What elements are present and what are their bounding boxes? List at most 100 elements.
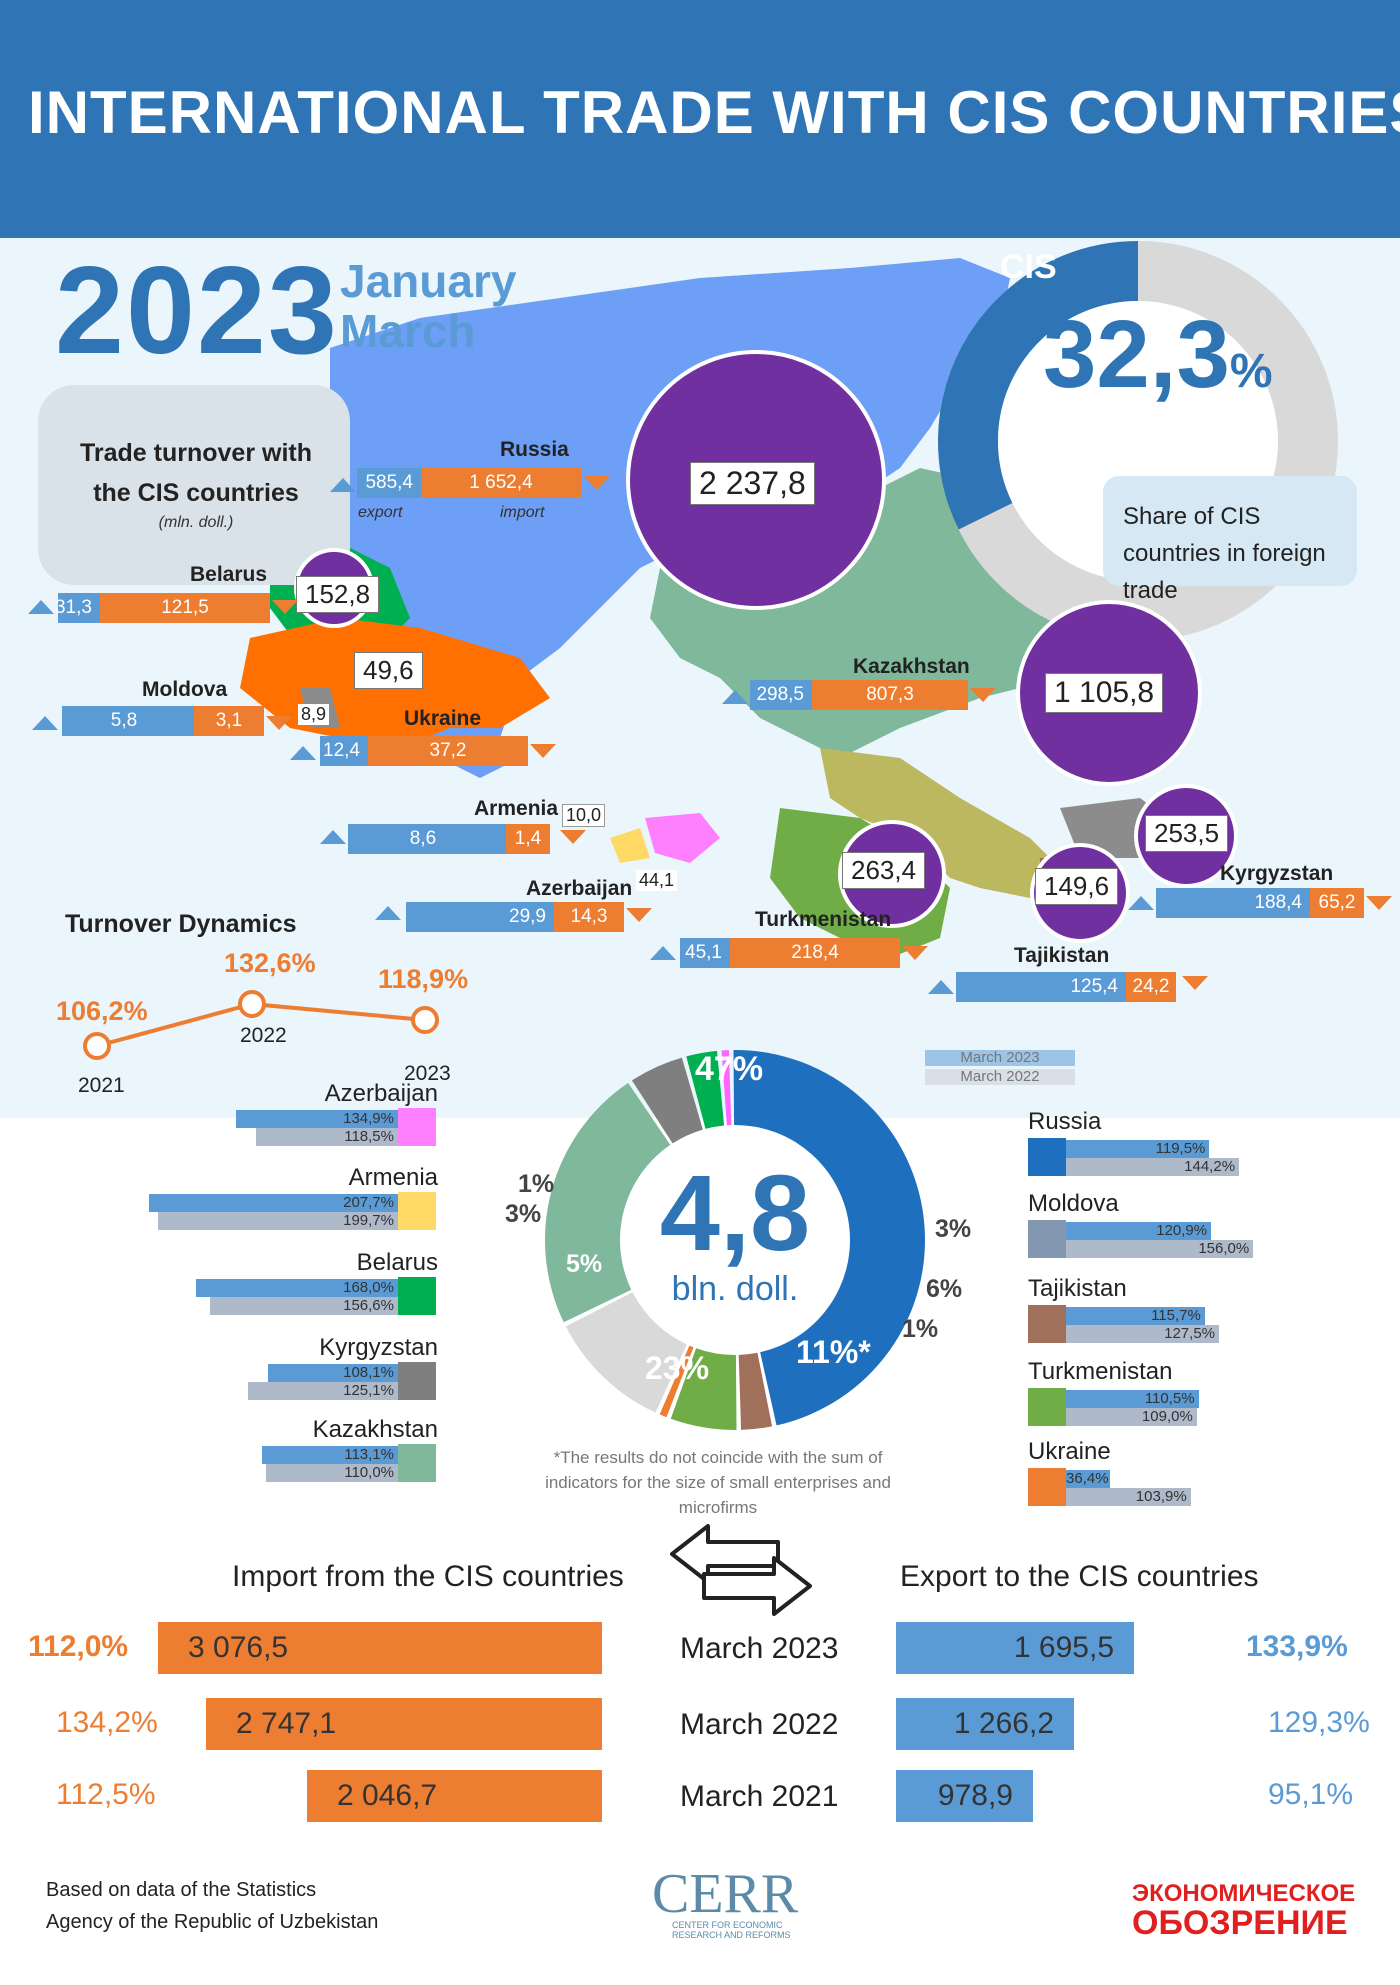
export-bar: 978,9	[896, 1770, 1033, 1822]
donut-segment-label: 1%	[518, 1170, 555, 1198]
exchange-arrows-icon	[670, 1524, 812, 1616]
dynamics-point	[238, 990, 266, 1018]
import-growth: 134,2%	[56, 1706, 158, 1739]
growth-bar-2022: 110,0%	[266, 1464, 398, 1482]
kazakhstan-label: Kazakhstan	[853, 655, 970, 678]
growth-bar-2023: 110,5%	[1066, 1390, 1199, 1408]
growth-swatch	[1028, 1305, 1066, 1343]
belarus-export: 31,3	[55, 593, 100, 623]
tajikistan-label: Tajikistan	[1014, 944, 1110, 967]
ukraine-export: 12,4	[320, 736, 368, 766]
growth-swatch	[1028, 1388, 1066, 1426]
growth-country-label: Ukraine	[1028, 1438, 1111, 1465]
import-arrow-icon	[266, 716, 292, 730]
donut-segment	[670, 1348, 737, 1430]
growth-bar-2022: 156,6%	[210, 1297, 398, 1315]
export-arrow-icon	[928, 980, 954, 994]
import-bar: 3 076,5	[158, 1622, 602, 1674]
export-bar: 1 695,5	[896, 1622, 1134, 1674]
growth-country-label: Russia	[1028, 1108, 1102, 1135]
cerr-logo: CERR	[652, 1863, 799, 1925]
donut-segment-label: 47%	[695, 1050, 764, 1088]
dynamics-title: Turnover Dynamics	[65, 910, 297, 938]
legend-march-2022: March 2022	[925, 1069, 1075, 1085]
import-arrow-icon	[1182, 976, 1208, 990]
kazakhstan-export: 298,5	[750, 680, 812, 710]
donut-segment	[686, 1050, 725, 1129]
donut-segment	[733, 1050, 925, 1426]
dynamics-year-2023: 2023	[404, 1062, 451, 1085]
growth-swatch	[1028, 1468, 1066, 1506]
export-arrow-icon	[722, 690, 748, 704]
donut-segment-label: 6%	[926, 1275, 963, 1303]
period-start: January	[340, 255, 517, 307]
export-growth: 133,9%	[1246, 1630, 1348, 1663]
growth-swatch	[398, 1362, 436, 1400]
kazakhstan-import: 807,3	[812, 680, 968, 710]
turkmenistan-label: Turkmenistan	[755, 908, 892, 931]
azerbaijan-export: 29,9	[406, 902, 554, 932]
growth-country-label: Belarus	[356, 1249, 438, 1276]
growth-bar-2022: 103,9%	[1066, 1488, 1191, 1506]
export-arrow-icon	[375, 906, 401, 920]
growth-bar-2023: 108,1%	[268, 1364, 398, 1382]
moldova-total: 8,9	[298, 704, 330, 725]
growth-bar-2023: 134,9%	[236, 1110, 398, 1128]
growth-bar-2023: 115,7%	[1066, 1307, 1205, 1325]
growth-bar-2023: 120,9%	[1066, 1222, 1212, 1240]
growth-swatch	[398, 1277, 436, 1315]
cerr-subtitle: CENTER FOR ECONOMIC RESEARCH AND REFORMS	[672, 1920, 791, 1940]
source-note: Based on data of the Statistics Agency o…	[46, 1879, 379, 1933]
import-arrow-icon	[530, 744, 556, 758]
growth-country-label: Armenia	[348, 1164, 438, 1191]
dynamics-value-2022: 132,6%	[224, 948, 316, 978]
russia-import: 1 652,4	[421, 468, 581, 498]
azerbaijan-shape	[645, 813, 720, 863]
growth-bar-2022: 199,7%	[158, 1212, 398, 1230]
kazakhstan-total: 1 105,8	[1045, 673, 1164, 713]
period-label: March 2023	[680, 1632, 839, 1665]
dynamics-line	[83, 990, 439, 1060]
import-bar: 2 046,7	[307, 1770, 602, 1822]
export-arrow-icon	[28, 600, 54, 614]
turnover-title: Trade turnover with the CIS countries	[80, 439, 312, 507]
dynamics-year-2022: 2022	[240, 1024, 287, 1047]
growth-country-label: Azerbaijan	[324, 1080, 438, 1107]
moldova-export: 5,8	[62, 706, 194, 736]
belarus-label: Belarus	[190, 563, 268, 586]
growth-bar-2023: 168,0%	[196, 1279, 398, 1297]
armenia-import: 1,4	[506, 824, 550, 854]
legend-march-2023: March 2023	[925, 1050, 1075, 1066]
donut-segment	[545, 1082, 671, 1323]
growth-country-label: Turkmenistan	[1028, 1358, 1173, 1385]
growth-country-label: Tajikistan	[1028, 1275, 1127, 1302]
export-growth: 95,1%	[1268, 1778, 1354, 1811]
share-cis-label: CIS	[1000, 248, 1057, 286]
growth-country-label: Kyrgyzstan	[319, 1334, 438, 1361]
uzbekistan-shape	[820, 748, 1060, 898]
tajikistan-export: 125,4	[956, 972, 1126, 1002]
growth-swatch	[398, 1108, 436, 1146]
donut-segment	[631, 1057, 703, 1144]
export-arrow-icon	[32, 716, 58, 730]
donut-segment-label: 1%	[902, 1315, 939, 1343]
import-arrow-icon	[970, 688, 996, 702]
export-arrow-icon	[320, 830, 346, 844]
growth-bar-2022: 125,1%	[247, 1382, 398, 1400]
dynamics-point	[411, 1006, 439, 1034]
donut-total: 4,8	[659, 1152, 811, 1273]
ukraine-label: Ukraine	[404, 707, 482, 730]
ukraine-total: 49,6	[354, 652, 423, 689]
page-title: INTERNATIONAL TRADE WITH CIS COUNTRIES	[28, 79, 1400, 146]
armenia-total: 10,0	[562, 804, 606, 827]
growth-country-label: Moldova	[1028, 1190, 1119, 1217]
export-arrow-icon	[330, 478, 356, 492]
donut-note: *The results do not coincide with the su…	[545, 1448, 891, 1517]
growth-swatch	[398, 1192, 436, 1230]
moldova-label: Moldova	[142, 678, 228, 701]
share-caption: Share of CIS countries in foreign trade	[1103, 476, 1357, 604]
export-arrow-icon	[1128, 896, 1154, 910]
share-value: 32,3%	[1043, 301, 1273, 408]
growth-swatch	[1028, 1138, 1066, 1176]
import-growth: 112,5%	[56, 1778, 156, 1811]
